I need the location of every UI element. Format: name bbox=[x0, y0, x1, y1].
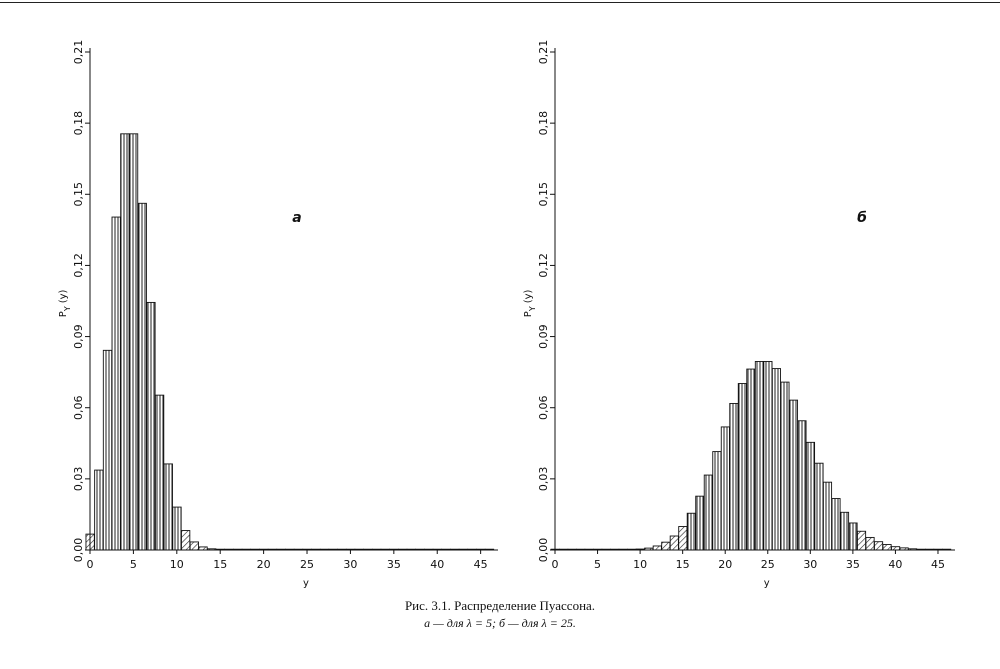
bar-b-18 bbox=[703, 474, 713, 551]
y-tick-label-a: 0,18 bbox=[72, 111, 85, 135]
bar-a-1 bbox=[94, 469, 104, 551]
x-tick-label-b: 15 bbox=[676, 558, 690, 571]
bar-b-28 bbox=[788, 399, 799, 551]
x-tick-label-a: 30 bbox=[343, 558, 357, 571]
y-tick-label-b: 0,21 bbox=[537, 40, 550, 65]
bar-b-38 bbox=[873, 541, 884, 551]
y-tick-label-b: 0,12 bbox=[537, 253, 550, 278]
y-tick-label-b: 0,00 bbox=[537, 538, 550, 563]
y-tick-label-a: 0,03 bbox=[72, 467, 85, 492]
chart-panel-a: 0,00 0,03 0,06 0,09 0,12 0,15 0,18 0,21 0 5 10 15 20… bbox=[58, 40, 498, 589]
x-tick-label-b: 20 bbox=[718, 558, 732, 571]
bar-a-11 bbox=[180, 530, 191, 551]
x-tick-label-a: 45 bbox=[474, 558, 488, 571]
bar-a-5 bbox=[128, 133, 139, 551]
bar-b-22 bbox=[737, 383, 747, 551]
bar-b-19 bbox=[712, 451, 722, 551]
x-tick-label-b: 5 bbox=[594, 558, 601, 571]
bar-a-9 bbox=[163, 463, 173, 551]
bar-b-39 bbox=[882, 544, 892, 551]
bar-b-29 bbox=[797, 420, 807, 551]
bar-b-14 bbox=[669, 535, 679, 551]
bar-b-24 bbox=[754, 361, 764, 551]
x-tick-label-b: 30 bbox=[803, 558, 817, 571]
bar-b-36 bbox=[856, 530, 867, 551]
y-tick-label-b: 0,03 bbox=[537, 467, 550, 492]
bar-b-34 bbox=[839, 511, 850, 551]
panel-label-a: а bbox=[292, 210, 301, 226]
bar-b-12 bbox=[652, 545, 662, 551]
bar-b-35 bbox=[848, 522, 858, 551]
bar-a-4 bbox=[120, 133, 130, 551]
bar-a-2 bbox=[102, 349, 113, 551]
y-tick-label-a: 0,06 bbox=[72, 395, 85, 420]
x-tick-label-a: 35 bbox=[387, 558, 401, 571]
bar-a-8 bbox=[154, 394, 165, 551]
bar-b-27 bbox=[780, 381, 790, 551]
y-tick-label-b: 0,18 bbox=[537, 111, 550, 135]
bar-b-30 bbox=[805, 441, 816, 551]
bar-a-12 bbox=[189, 541, 199, 551]
bar-b-23 bbox=[746, 368, 756, 551]
bar-b-33 bbox=[831, 498, 841, 551]
y-tick-label-a: 0,00 bbox=[72, 538, 85, 563]
x-tick-label-b: 10 bbox=[633, 558, 647, 571]
top-rule bbox=[0, 2, 1000, 3]
bar-a-6 bbox=[137, 202, 147, 551]
bar-b-20 bbox=[720, 426, 730, 551]
bar-b-21 bbox=[729, 402, 739, 551]
bar-a-3 bbox=[111, 216, 121, 551]
bar-b-16 bbox=[686, 512, 696, 551]
bar-b-31 bbox=[814, 462, 824, 551]
y-axis-label-b: PY(y) bbox=[523, 289, 537, 317]
x-axis-label-b: y bbox=[764, 578, 770, 589]
bar-b-32 bbox=[822, 481, 833, 551]
x-tick-label-a: 40 bbox=[430, 558, 444, 571]
bar-b-15 bbox=[678, 526, 688, 551]
x-tick-label-b: 25 bbox=[761, 558, 775, 571]
y-tick-label-a: 0,12 bbox=[72, 253, 85, 278]
x-tick-label-b: 35 bbox=[846, 558, 860, 571]
x-tick-label-b: 45 bbox=[931, 558, 945, 571]
bar-b-26 bbox=[771, 368, 781, 551]
bar-b-25 bbox=[763, 361, 773, 551]
bar-b-37 bbox=[865, 536, 875, 551]
bar-b-17 bbox=[695, 495, 705, 551]
y-tick-label-a: 0,09 bbox=[72, 324, 85, 349]
bar-a-7 bbox=[146, 301, 156, 551]
x-axis-label-a: y bbox=[303, 578, 309, 589]
bar-a-10 bbox=[172, 506, 182, 551]
bar-b-13 bbox=[661, 541, 671, 551]
y-tick-label-b: 0,06 bbox=[537, 395, 550, 420]
x-tick-label-a: 0 bbox=[87, 558, 94, 571]
y-tick-label-b: 0,15 bbox=[537, 182, 550, 207]
x-tick-label-b: 40 bbox=[888, 558, 902, 571]
y-axis-label-a: PY(y) bbox=[58, 289, 72, 317]
figure-caption: Рис. 3.1. Распределение Пуассона. bbox=[404, 598, 596, 613]
x-tick-label-a: 20 bbox=[257, 558, 271, 571]
x-tick-label-a: 10 bbox=[170, 558, 184, 571]
x-tick-label-a: 15 bbox=[213, 558, 227, 571]
x-tick-label-b: 0 bbox=[552, 558, 559, 571]
y-tick-label-a: 0,21 bbox=[72, 40, 85, 65]
y-tick-label-b: 0,09 bbox=[537, 324, 550, 349]
x-tick-label-a: 5 bbox=[130, 558, 137, 571]
chart-panel-b: 0,00 0,03 0,06 0,09 0,12 0,15 0,18 0,21 0 5 10 15 20… bbox=[523, 40, 955, 589]
x-tick-label-a: 25 bbox=[300, 558, 314, 571]
figure-subcaption: а — для λ = 5; б — для λ = 25. bbox=[424, 616, 576, 630]
panel-label-b: б bbox=[857, 210, 867, 226]
y-tick-label-a: 0,15 bbox=[72, 182, 85, 207]
